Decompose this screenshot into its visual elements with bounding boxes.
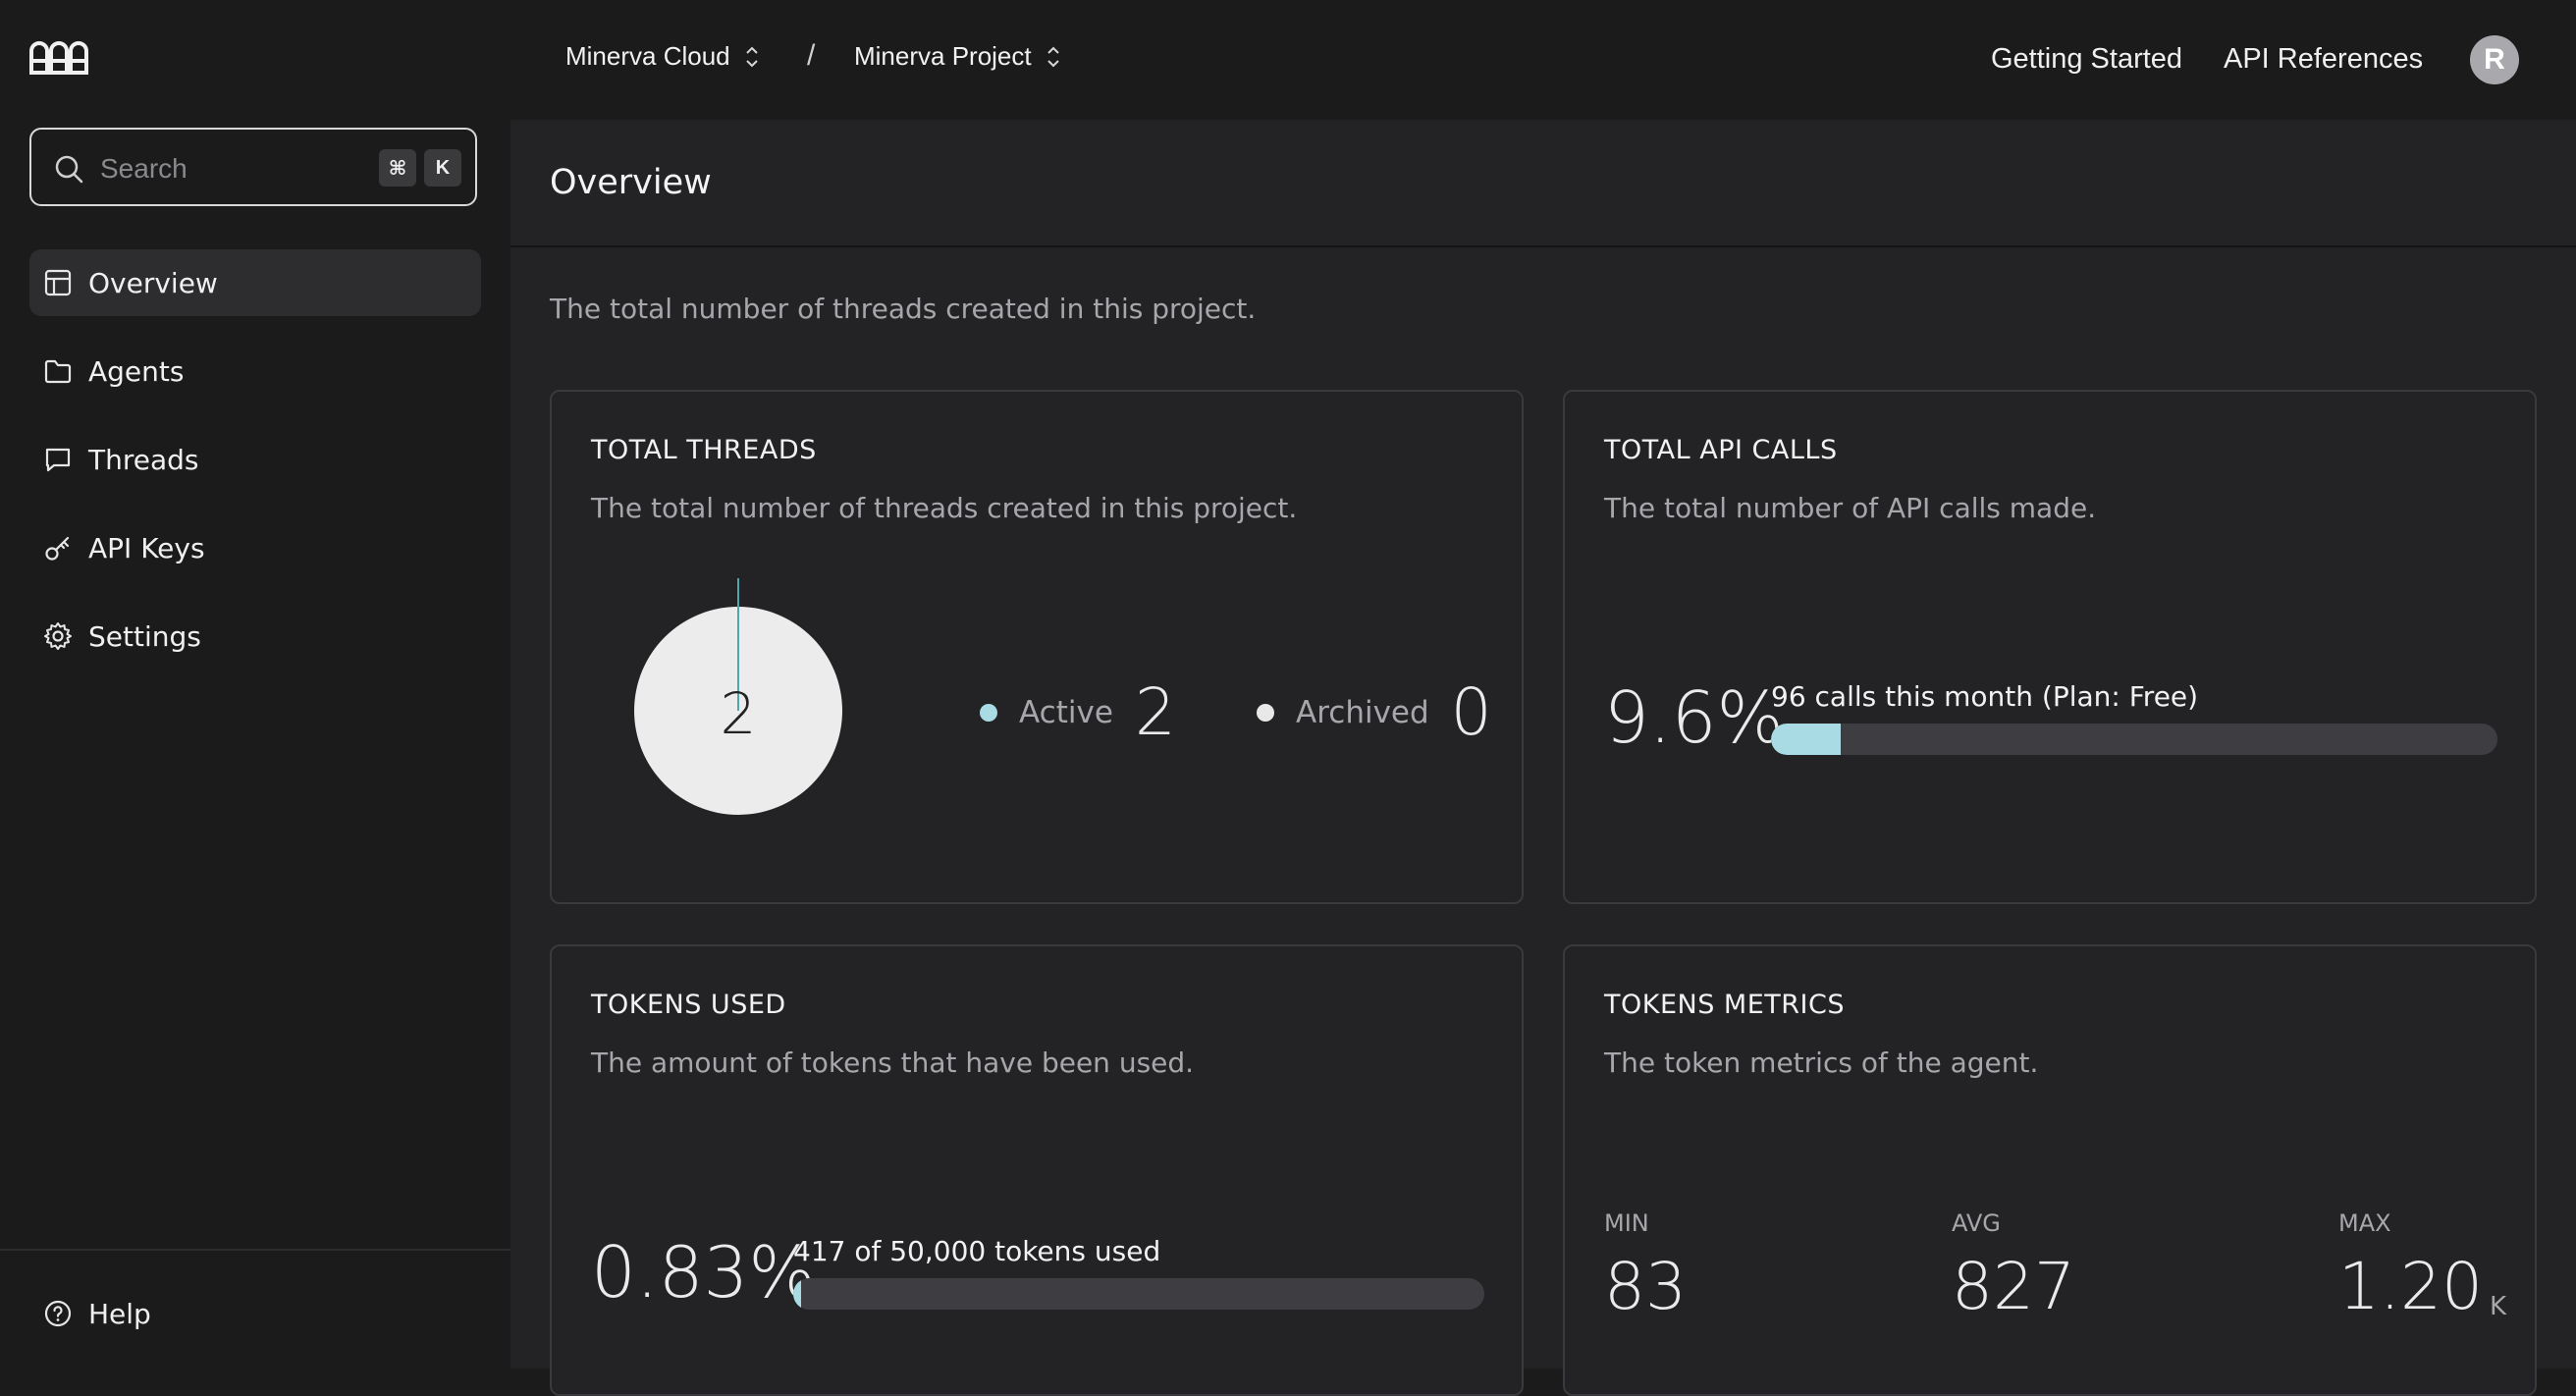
metric-max-value: 1.20 (2338, 1249, 2483, 1324)
api-references-link[interactable]: API References (2224, 43, 2424, 75)
pie-center-value: 2 (721, 680, 757, 747)
sidebar-item-agents[interactable]: Agents (29, 338, 481, 404)
key-icon (45, 536, 70, 561)
top-bar: Minerva Cloud / Minerva Project Getting … (0, 0, 2576, 120)
org-switcher[interactable]: Minerva Cloud (565, 41, 760, 72)
total-api-calls-card: TOTAL API CALLS The total number of API … (1563, 390, 2537, 904)
total-threads-card: TOTAL THREADS The total number of thread… (550, 390, 1524, 904)
page-header: Overview (510, 120, 2576, 247)
legend-dot-archived (1257, 703, 1274, 722)
metric-min-value: 83 (1604, 1249, 1687, 1324)
sidebar-item-label: Threads (88, 443, 199, 476)
legend-archived: Archived 0 (1257, 674, 1492, 750)
main-panel: Overview The total number of threads cre… (510, 120, 2576, 1396)
tokens-used-progress-fill (793, 1278, 802, 1310)
api-calls-progress-bar (1771, 724, 2497, 755)
legend-value: 0 (1450, 674, 1492, 750)
project-name: Minerva Project (854, 41, 1032, 71)
sidebar-item-settings[interactable]: Settings (29, 603, 481, 670)
getting-started-link[interactable]: Getting Started (1991, 43, 2183, 75)
tokens-used-progress-bar (793, 1278, 1484, 1310)
chevron-up-down-icon (745, 46, 758, 67)
avatar[interactable]: R (2470, 35, 2519, 84)
folder-icon (44, 359, 72, 384)
sidebar-item-label: Help (88, 1297, 151, 1330)
tokens-used-card: TOKENS USED The amount of tokens that ha… (550, 944, 1524, 1396)
sidebar-item-label: Settings (88, 619, 201, 653)
gear-icon (44, 622, 72, 650)
shortcut-k-key: K (424, 149, 461, 187)
sidebar-item-api-keys[interactable]: API Keys (29, 514, 481, 581)
card-title: TOTAL THREADS (591, 435, 817, 465)
legend-dot-active (980, 703, 997, 722)
org-name: Minerva Cloud (565, 41, 730, 71)
metric-max-label: MAX (2338, 1209, 2391, 1237)
tokens-metrics-card: TOKENS METRICS The token metrics of the … (1563, 944, 2537, 1396)
search-input[interactable]: Search (100, 153, 188, 184)
metric-avg-label: AVG (1952, 1209, 2001, 1237)
search-box[interactable]: Search ⌘ K (29, 128, 477, 206)
shortcut-cmd-key: ⌘ (379, 149, 416, 187)
api-calls-percent: 9.6% (1604, 676, 1784, 759)
sidebar-divider (0, 1249, 510, 1251)
sidebar-item-threads[interactable]: Threads (29, 426, 481, 493)
sidebar: Search ⌘ K Overview Agents Threads API K… (0, 120, 510, 1369)
tokens-used-bar-label: 417 of 50,000 tokens used (793, 1235, 1161, 1267)
help-circle-icon (44, 1300, 72, 1327)
layout-icon (44, 269, 72, 296)
api-calls-progress-fill (1771, 724, 1842, 755)
card-title: TOKENS USED (591, 990, 786, 1020)
message-icon (45, 448, 71, 472)
sidebar-item-help[interactable]: Help (29, 1280, 481, 1347)
breadcrumb-separator: / (807, 39, 816, 72)
project-switcher[interactable]: Minerva Project (854, 41, 1061, 72)
card-title: TOKENS METRICS (1604, 990, 1845, 1020)
legend-label: Archived (1296, 694, 1429, 730)
metric-min-label: MIN (1604, 1209, 1649, 1237)
card-description: The token metrics of the agent. (1604, 1047, 2039, 1079)
legend-active: Active 2 (980, 674, 1176, 750)
card-description: The amount of tokens that have been used… (591, 1047, 1195, 1079)
metric-max-unit: K (2490, 1292, 2507, 1321)
page-description: The total number of threads created in t… (550, 293, 1257, 325)
tokens-used-percent: 0.83% (591, 1231, 816, 1314)
card-description: The total number of threads created in t… (591, 492, 1298, 524)
sidebar-item-label: Overview (88, 266, 218, 299)
api-calls-bar-label: 96 calls this month (Plan: Free) (1771, 680, 2199, 713)
metric-avg-value: 827 (1952, 1249, 2075, 1324)
search-icon (55, 155, 83, 184)
chevron-up-down-icon (1046, 46, 1059, 67)
threads-pie-chart: 2 (634, 578, 842, 815)
legend-label: Active (1019, 694, 1113, 730)
card-title: TOTAL API CALLS (1604, 435, 1838, 465)
legend-value: 2 (1134, 674, 1176, 750)
card-description: The total number of API calls made. (1604, 492, 2097, 524)
sidebar-item-overview[interactable]: Overview (29, 249, 481, 316)
app-logo-icon[interactable] (27, 35, 90, 79)
page-title: Overview (550, 163, 712, 202)
sidebar-item-label: Agents (88, 354, 185, 388)
sidebar-item-label: API Keys (88, 531, 205, 564)
